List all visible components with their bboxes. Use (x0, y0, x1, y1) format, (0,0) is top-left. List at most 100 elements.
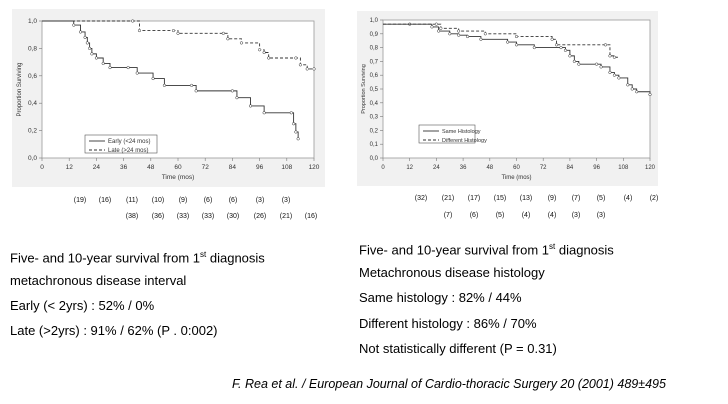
censor-mark (162, 83, 166, 87)
x-tick-label: 36 (120, 164, 128, 171)
censor-mark (262, 111, 266, 115)
at-risk-count: (5) (495, 212, 505, 219)
x-axis-label: Time (mos) (501, 175, 531, 181)
x-tick-label: 60 (513, 165, 520, 171)
right-summary-line-4: Different histology : 86% / 70% (359, 316, 537, 331)
y-axis-label: Proportion Surviving (361, 64, 367, 114)
x-tick-label: 24 (93, 164, 101, 171)
at-risk-count: (3) (255, 197, 265, 204)
censor-mark (171, 29, 176, 33)
x-tick-label: 72 (202, 164, 210, 171)
censor-mark (563, 48, 567, 52)
x-tick-label: 108 (618, 165, 629, 171)
censor-mark (85, 41, 89, 45)
y-tick-label: 0,7 (370, 59, 379, 65)
censor-mark (292, 122, 296, 126)
at-risk-count: (10) (151, 197, 165, 204)
at-risk-count: (13) (519, 195, 533, 202)
censor-mark (626, 83, 630, 87)
legend-label: Early (<24 mos) (108, 139, 151, 145)
at-risk-count: (26) (253, 213, 267, 220)
censor-mark (559, 46, 563, 50)
at-risk-count: (3) (281, 197, 291, 204)
y-tick-label: 0,4 (370, 101, 379, 107)
at-risk-count: (4) (547, 212, 557, 219)
y-tick-label: 0,8 (28, 45, 37, 52)
censor-mark (595, 62, 599, 66)
at-risk-count: (5) (596, 195, 606, 202)
x-tick-label: 0 (40, 164, 44, 171)
censor-mark (267, 56, 271, 60)
censor-mark (230, 89, 234, 93)
x-tick-label: 84 (567, 165, 574, 171)
censor-mark (226, 37, 230, 41)
x-tick-label: 84 (229, 164, 237, 171)
at-risk-count: (16) (98, 197, 112, 204)
censor-mark (483, 32, 487, 36)
x-tick-label: 72 (540, 165, 547, 171)
citation: F. Rea et al. / European Journal of Card… (232, 377, 666, 391)
right-summary-text: diagnosis (555, 242, 614, 258)
x-tick-label: 108 (281, 164, 292, 171)
at-risk-count: (4) (521, 212, 531, 219)
right-summary-text: Five- and 10-year survival from 1 (359, 242, 550, 258)
right-summary-line-5: Not statistically different (P = 0.31) (359, 341, 557, 356)
censor-mark (506, 40, 510, 44)
censor-mark (466, 35, 470, 39)
at-risk-count: (3) (596, 212, 606, 219)
x-tick-label: 96 (256, 164, 264, 171)
censor-mark (603, 43, 608, 47)
survival-curve-dashed (42, 20, 314, 70)
censor-mark (135, 71, 139, 75)
x-tick-label: 12 (406, 165, 413, 171)
y-axis-label: Proportion Surviving (17, 62, 23, 116)
x-tick-label: 48 (486, 165, 493, 171)
at-risk-count: (6) (228, 197, 238, 204)
at-risk-count: (9) (547, 195, 557, 202)
right-summary-line-2: Metachronous disease histology (359, 265, 545, 280)
censor-mark (101, 61, 105, 66)
censor-mark (572, 59, 576, 63)
x-axis-label: Time (mos) (162, 174, 195, 181)
censor-mark (434, 22, 438, 26)
at-risk-count: (30) (226, 213, 240, 220)
censor-mark (88, 46, 92, 50)
censor-mark (176, 31, 180, 35)
censor-mark (514, 43, 519, 47)
censor-mark (258, 48, 262, 52)
censor-mark (532, 46, 536, 50)
censor-mark (555, 43, 559, 47)
x-tick-label: 24 (433, 165, 440, 171)
censor-mark (312, 67, 316, 71)
censor-mark (630, 87, 634, 91)
y-tick-label: 0,2 (28, 128, 37, 135)
at-risk-count: (32) (414, 195, 428, 202)
left-summary-line-1: Five- and 10-year survival from 1st diag… (10, 247, 265, 265)
censor-mark (568, 54, 572, 58)
ordinal-suffix: st (549, 242, 556, 251)
censor-mark (83, 35, 87, 39)
censor-mark (190, 83, 194, 87)
left-summary-line-4: Late (>2yrs) : 91% / 62% (P . 0:002) (10, 323, 218, 338)
y-tick-label: 0,9 (370, 32, 379, 38)
x-tick-label: 36 (460, 165, 467, 171)
at-risk-count: (33) (201, 213, 215, 220)
right-chart-panel: 0,0 0,1 0,2 0,3 0,4 0,5 0,6 0,7 0,8 0,9 1,0 0 12 24 36… (357, 11, 658, 186)
censor-mark (151, 76, 155, 81)
at-risk-count: (21) (441, 195, 455, 202)
at-risk-count: (4) (623, 195, 633, 202)
y-tick-label: 0,0 (370, 156, 379, 162)
left-summary-line-3: Early (< 2yrs) : 52% / 0% (10, 298, 155, 313)
legend-label: Same Histology (442, 129, 481, 135)
censor-mark (221, 31, 225, 35)
at-risk-count: (6) (469, 212, 479, 219)
censor-mark (131, 19, 135, 23)
censor-mark (137, 29, 142, 33)
censor-mark (298, 63, 302, 67)
censor-mark (248, 104, 253, 108)
at-risk-count: (33) (176, 213, 190, 220)
censor-mark (94, 56, 98, 60)
y-tick-label: 0,1 (370, 142, 379, 148)
y-tick-label: 0,0 (28, 155, 37, 162)
